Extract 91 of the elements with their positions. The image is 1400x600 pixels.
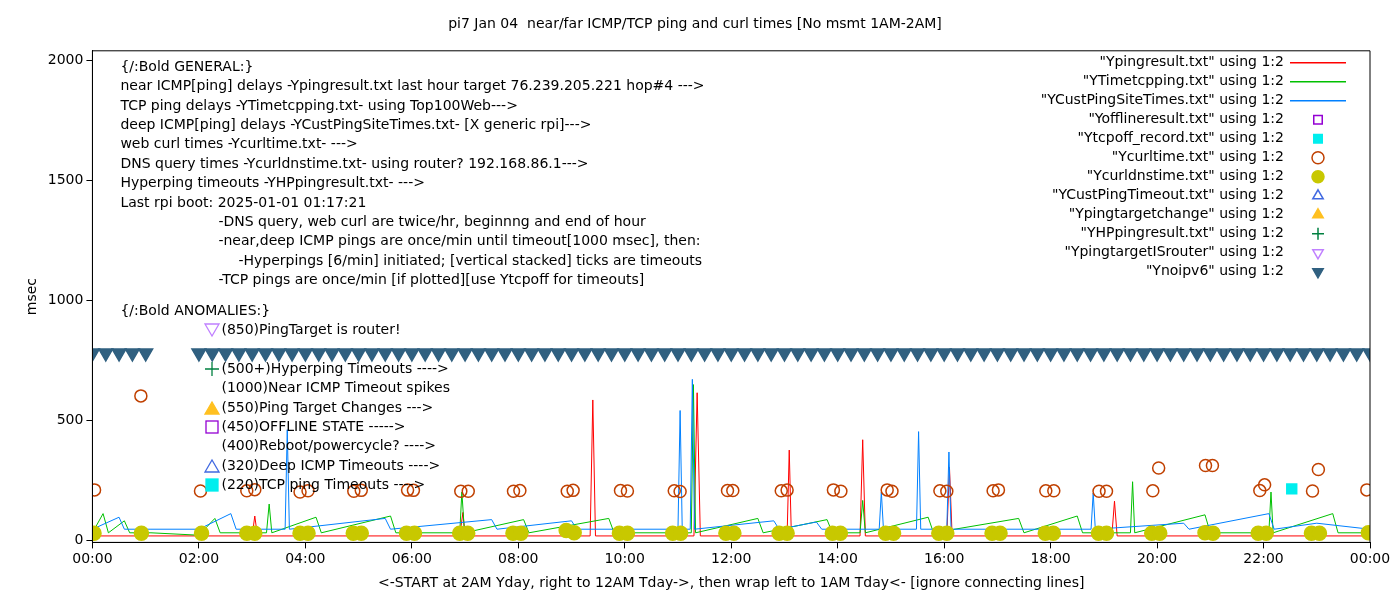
point	[774, 484, 788, 498]
x-tick-label: 00:00	[72, 550, 113, 567]
point	[566, 483, 580, 498]
annotation: (500+)Hyperping Timeouts ---->	[221, 359, 449, 376]
point	[986, 484, 1000, 498]
point	[1151, 461, 1166, 475]
point	[667, 484, 682, 498]
point	[461, 484, 475, 499]
x-tick-label: 06:00	[391, 550, 432, 567]
x-tick-label: 00:00	[1349, 550, 1391, 567]
x-tick-label: 04:00	[285, 550, 326, 567]
annotation: DNS query times -Ycurldnstime.txt- using router? 192.168.86.1--->	[120, 154, 589, 171]
x-tick-label: 02:00	[178, 550, 220, 567]
legend-label: "YHPpingresult.txt" using 1:2	[1080, 224, 1284, 241]
x-tick-label: 18:00	[1030, 550, 1071, 567]
annotation: TCP ping delays -YTimetcpping.txt- using Top100Web--->	[120, 96, 518, 113]
legend-label: "Yofflineresult.txt" using 1:2	[1088, 110, 1284, 127]
point	[1047, 484, 1061, 498]
point	[826, 483, 841, 497]
x-tick-label: 22:00	[1243, 550, 1284, 567]
point	[613, 483, 628, 498]
point	[673, 484, 687, 499]
legend-label: "Ypingresult.txt" using 1:2	[1099, 53, 1284, 70]
annotation: web curl times -Ycurltime.txt- --->	[120, 135, 358, 152]
annotation: Hyperping timeouts -YHPpingresult.txt- --->	[120, 174, 425, 191]
point	[1305, 484, 1320, 498]
point	[1099, 484, 1114, 499]
legend-label: "YpingtargetISrouter" using 1:2	[1064, 243, 1284, 260]
point	[1253, 483, 1267, 498]
annotation: -TCP pings are once/min [if plotted][use Ytcpoff for timeouts]	[218, 271, 645, 288]
point	[506, 484, 521, 499]
point	[1198, 458, 1213, 473]
point	[454, 484, 468, 499]
x-tick-label: 14:00	[817, 550, 858, 567]
point	[1092, 484, 1106, 499]
point	[1257, 478, 1272, 492]
point	[193, 525, 210, 542]
x-tick-label: 10:00	[604, 550, 645, 567]
annotation: -DNS query, web curl are twice/hr, beginnng and end of hour	[218, 213, 646, 229]
point	[134, 389, 148, 403]
point	[566, 525, 582, 541]
y-tick-label: 1000	[47, 290, 84, 307]
point	[933, 484, 947, 498]
point	[991, 483, 1006, 497]
legend-label: "YCustPingTimeout.txt" using 1:2	[1051, 186, 1284, 203]
point	[780, 483, 794, 497]
point	[1039, 484, 1053, 498]
point	[720, 483, 735, 498]
annotation: (450)OFFLINE STATE ----->	[221, 418, 406, 434]
annotation: (850)PingTarget is router!	[221, 321, 401, 337]
annotation: {/:Bold GENERAL:}	[120, 57, 254, 74]
annotation: deep ICMP[ping] delays -YCustPingSiteTimes.txt- [X generic rpi]--->	[120, 116, 592, 132]
x-tick-label: 08:00	[498, 550, 539, 567]
point	[1146, 484, 1160, 498]
x-axis-title: <-START at 2AM Yday, right to 12AM Tday->, then wrap left to 1AM Tday<- [ignore connecting lines]	[378, 574, 1085, 591]
legend-label: "Ycurltime.txt" using 1:2	[1111, 148, 1284, 165]
legend-label: "Ypingtargetchange" using 1:2	[1068, 205, 1284, 222]
annotation: near ICMP[ping] delays -Ypingresult.txt last hour target 76.239.205.221 hop#4 --->	[120, 77, 705, 94]
legend-label: "Ytcpoff_record.txt" using 1:2	[1077, 129, 1284, 146]
legend-label: "Ynoipv6" using 1:2	[1145, 262, 1284, 279]
point	[940, 484, 954, 499]
x-tick-label: 12:00	[711, 550, 752, 567]
annotation: Last rpi boot: 2025-01-01 01:17:21	[120, 193, 367, 210]
chart-title: pi7 Jan 04 near/far ICMP/TCP ping and curl times [No msmt 1AM-2AM]	[448, 15, 942, 32]
y-tick-label: 500	[56, 410, 84, 427]
point	[1311, 462, 1326, 477]
y-tick-label: 0	[74, 530, 84, 547]
point	[726, 483, 740, 498]
annotation: (550)Ping Target Changes --->	[221, 398, 434, 415]
annotation: (1000)Near ICMP Timeout spikes	[221, 379, 450, 396]
point	[1286, 483, 1298, 495]
x-tick-label: 20:00	[1136, 550, 1178, 567]
y-tick-label: 2000	[47, 51, 84, 68]
point	[193, 484, 208, 498]
point	[560, 484, 575, 499]
point	[133, 525, 150, 542]
y-tick-label: 1500	[47, 170, 84, 187]
point	[620, 484, 635, 498]
annotation: -near,deep ICMP pings are once/min until timeout[1000 msec], then:	[218, 232, 701, 249]
legend-label: "YTimetcpping.txt" using 1:2	[1082, 72, 1284, 89]
legend-label: "Ycurldnstime.txt" using 1:2	[1086, 167, 1284, 184]
annotation: -Hyperpings [6/min] initiated; [vertical stacked] ticks are timeouts	[238, 251, 703, 268]
point	[1205, 458, 1220, 473]
annotation: {/:Bold ANOMALIES:}	[120, 301, 271, 318]
point	[513, 483, 527, 498]
legend-label: "YCustPingSiteTimes.txt" using 1:2	[1040, 91, 1284, 108]
point	[880, 483, 894, 497]
point	[885, 484, 899, 499]
point	[834, 484, 848, 499]
y-axis-title: msec	[23, 277, 40, 316]
x-tick-label: 16:00	[923, 550, 965, 567]
